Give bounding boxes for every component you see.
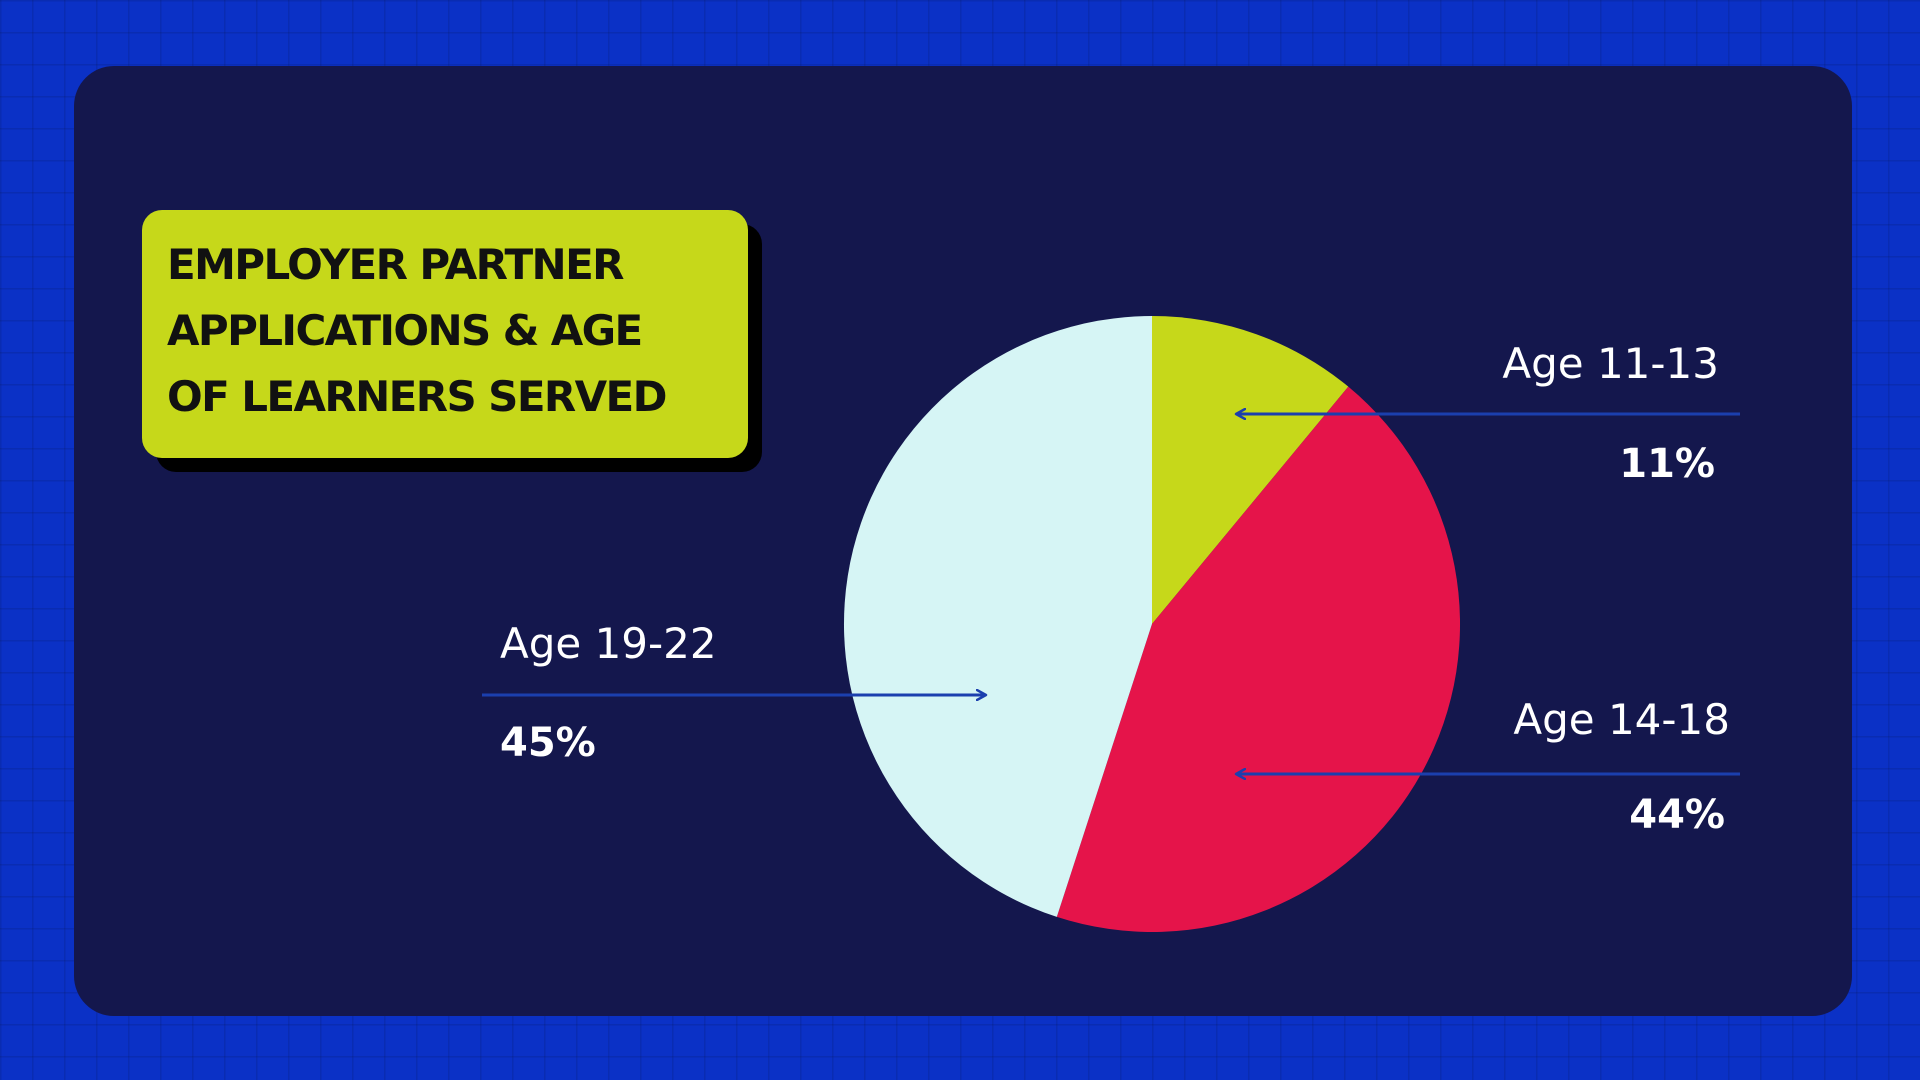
chart-title-line-1: EMPLOYER PARTNER [167,240,625,289]
chart-title-box: EMPLOYER PARTNER APPLICATIONS & AGE OF L… [142,210,748,458]
pie-slice-age-14-18 [1056,386,1461,933]
pie-slice-age-11-13 [1152,316,1349,624]
pie-slices [843,315,1461,933]
chart-title-line-2: APPLICATIONS & AGE [167,306,643,355]
pie-slice-age-19-22 [843,315,1152,917]
slice-label-age-19-22: Age 19-22 [500,619,717,668]
slice-label-age-11-13: Age 11-13 [1502,339,1719,388]
slice-value-age-14-18: 44% [1629,792,1725,838]
slice-label-age-14-18: Age 14-18 [1513,695,1730,744]
chart-title-line-3: OF LEARNERS SERVED [167,372,668,421]
slice-value-age-19-22: 45% [500,720,596,766]
slice-value-age-11-13: 11% [1619,441,1715,487]
